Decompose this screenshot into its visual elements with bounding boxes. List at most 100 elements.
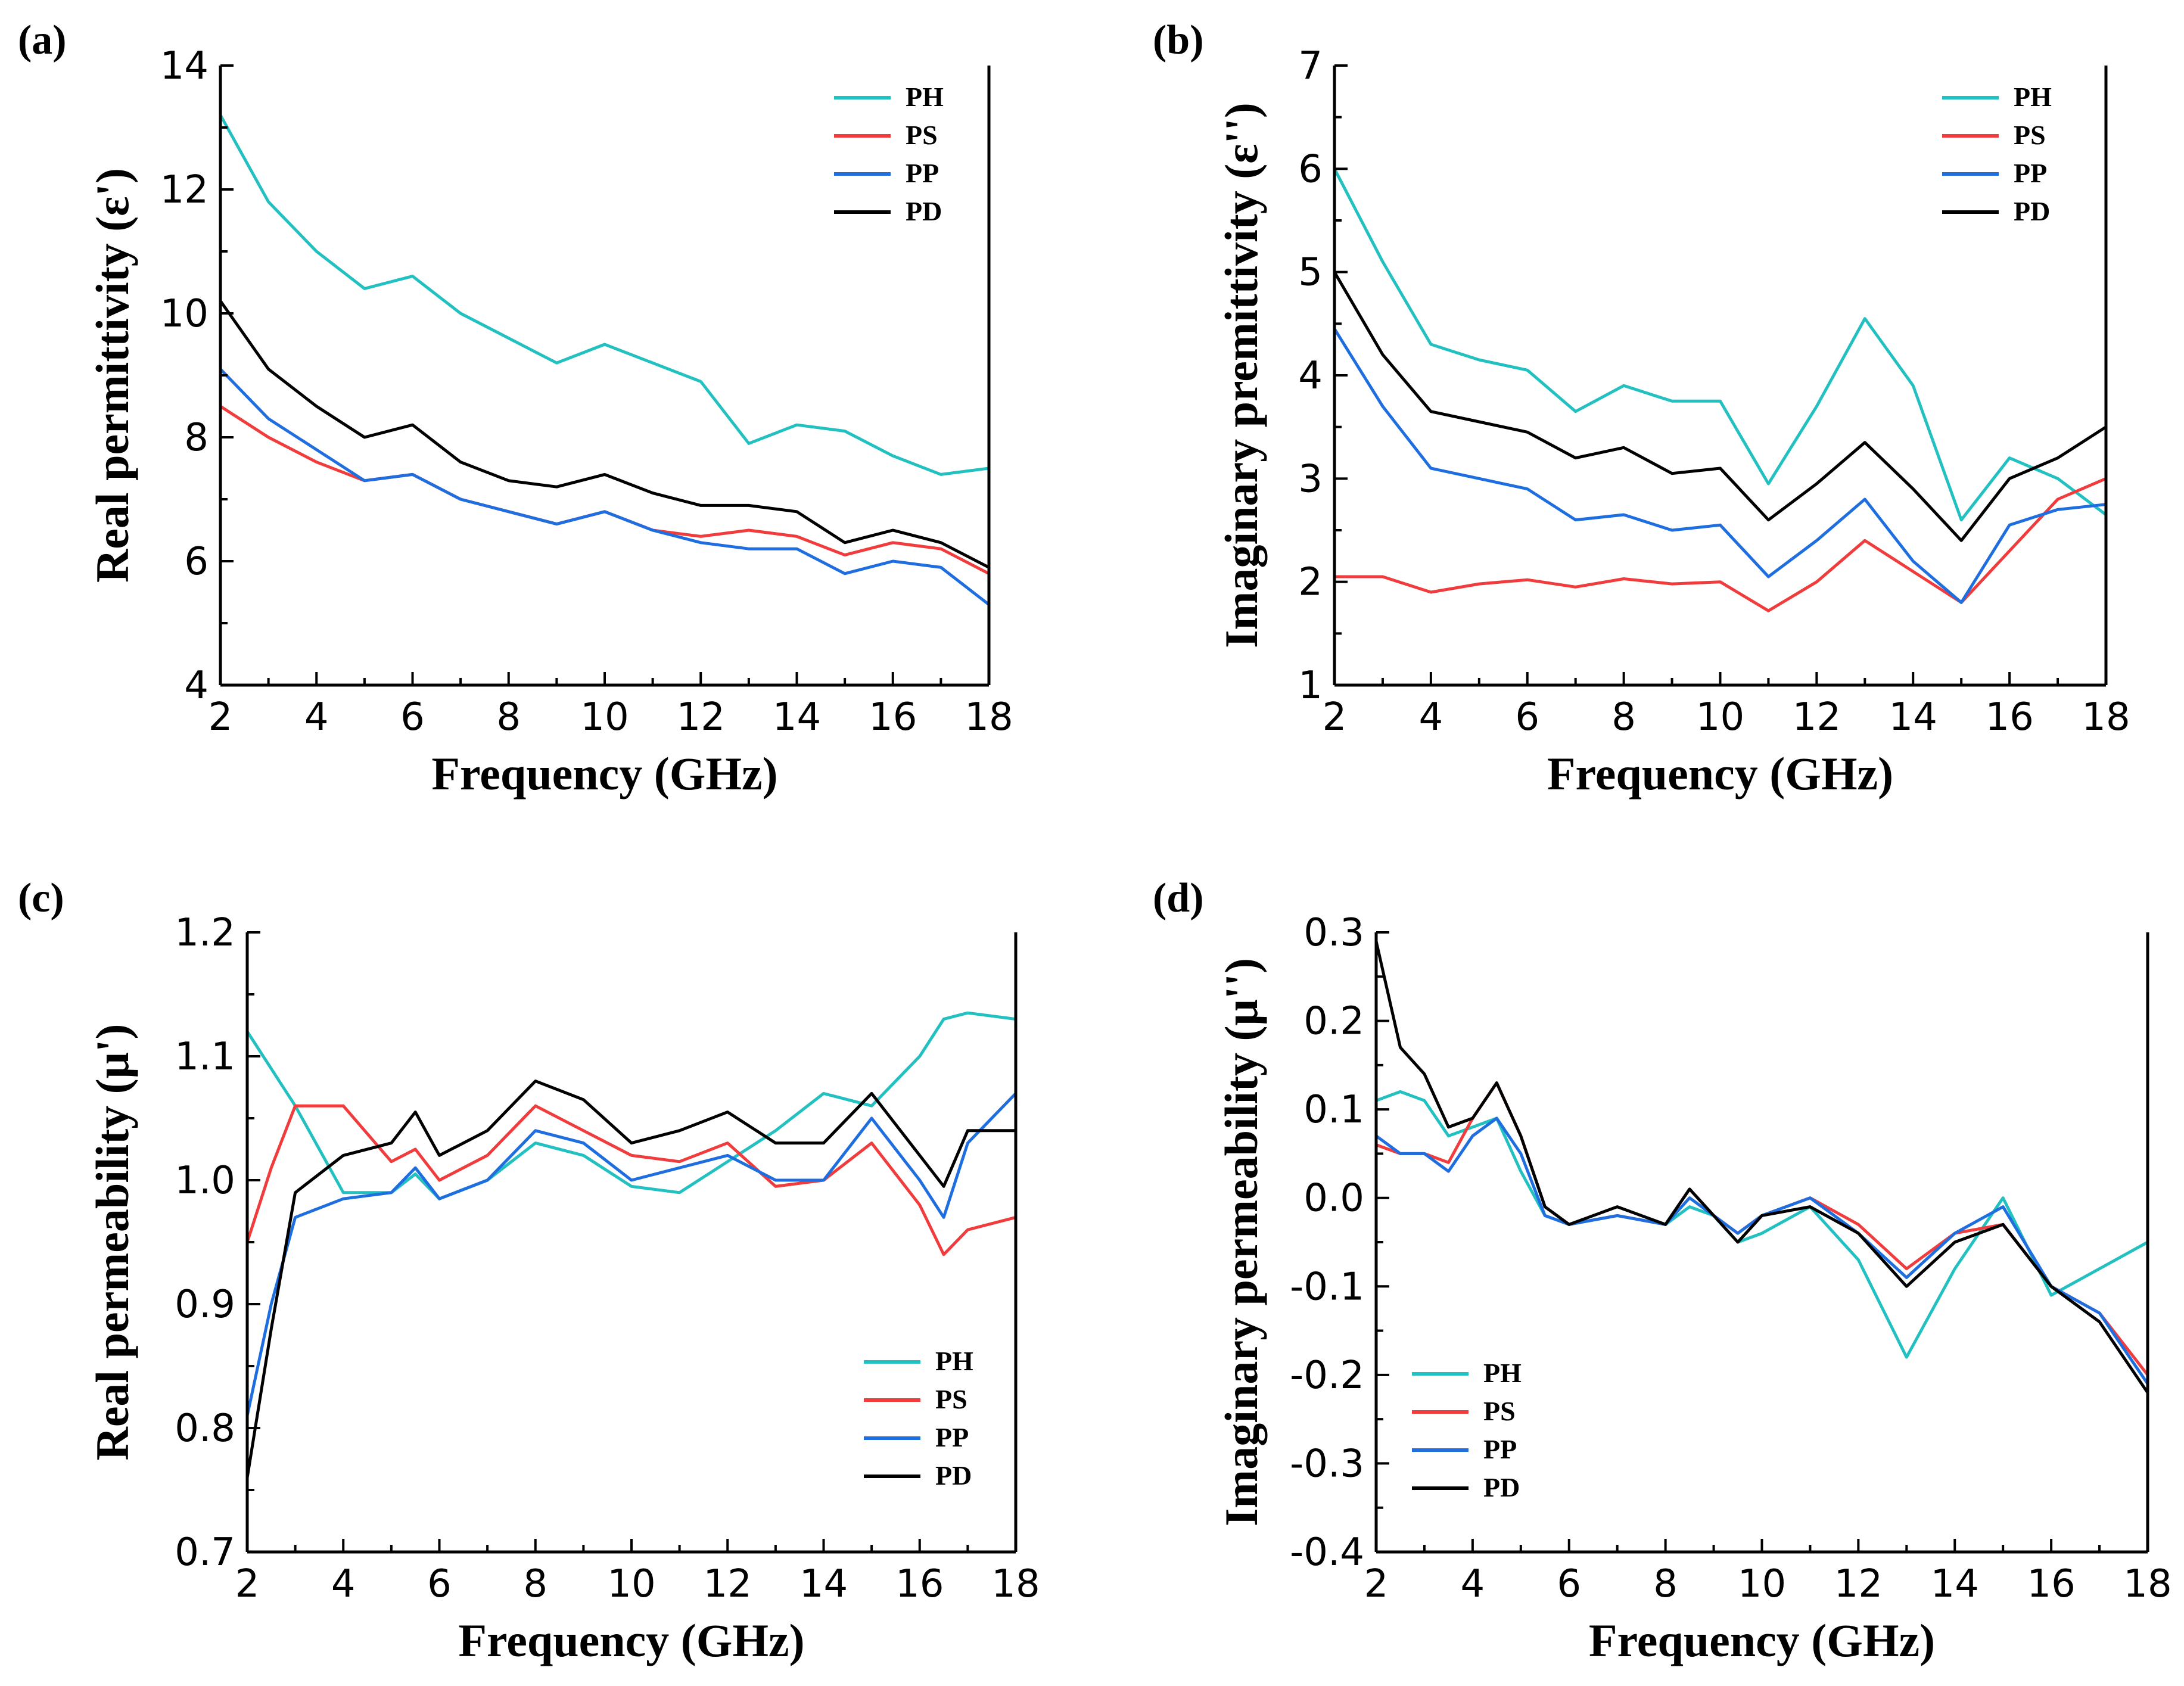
y-tick-label: 12: [160, 168, 209, 212]
legend-label-pd: PD: [935, 1460, 972, 1491]
series-line-pd: [1374, 940, 2149, 1395]
x-tick-label: 6: [427, 1562, 452, 1606]
y-tick-label: 0.9: [175, 1283, 235, 1327]
x-tick-label: 12: [677, 695, 725, 739]
panel-label: (a): [18, 17, 67, 63]
x-tick-label: 2: [209, 695, 233, 739]
series-line-ps: [245, 1104, 1018, 1256]
x-axis-title: Frequency (GHz): [458, 1615, 804, 1666]
y-tick-label: 1.0: [175, 1159, 235, 1203]
x-tick-label: 8: [496, 695, 521, 739]
x-tick-label: 10: [580, 695, 629, 739]
legend-label-pp: PP: [1483, 1434, 1517, 1464]
x-tick-label: 16: [2027, 1562, 2075, 1606]
x-axis-title: Frequency (GHz): [1547, 748, 1893, 800]
series-line-pp: [245, 1091, 1018, 1417]
y-tick-label: -0.3: [1290, 1442, 1364, 1486]
x-tick-label: 2: [1323, 695, 1347, 739]
x-tick-label: 6: [1557, 1562, 1581, 1606]
y-axis-title: Imaginary premittivity (ε''): [1215, 102, 1267, 648]
y-tick-label: 0.0: [1303, 1177, 1364, 1221]
x-tick-label: 18: [965, 695, 1013, 739]
x-axis-title: Frequency (GHz): [1589, 1615, 1935, 1666]
x-tick-label: 8: [1653, 1562, 1678, 1606]
x-tick-label: 12: [704, 1562, 752, 1606]
series-line-ph: [219, 113, 991, 476]
legend-label-ph: PH: [2014, 82, 2052, 112]
legend-label-pd: PD: [2014, 196, 2050, 226]
legend: PH PS PP PD: [864, 1346, 973, 1491]
legend-label-ps: PS: [1483, 1396, 1516, 1426]
x-tick-label: 4: [304, 695, 329, 739]
legend: PH PS PP PD: [834, 82, 944, 226]
series-line-ps: [219, 405, 991, 576]
y-tick-label: -0.4: [1290, 1531, 1364, 1575]
x-tick-label: 10: [1696, 695, 1744, 739]
y-tick-label: 1.1: [175, 1035, 235, 1079]
x-tick-label: 8: [523, 1562, 547, 1606]
x-tick-label: 18: [2123, 1562, 2171, 1606]
y-tick-label: 10: [160, 292, 209, 336]
panel-label: (d): [1153, 875, 1204, 921]
y-tick-label: 0.2: [1303, 1000, 1364, 1044]
y-tick-label: 2: [1298, 561, 1323, 605]
x-tick-label: 4: [1461, 1562, 1485, 1606]
x-axis-title: Frequency (GHz): [431, 748, 777, 800]
x-tick-label: 16: [895, 1562, 944, 1606]
x-tick-label: 12: [1834, 1562, 1883, 1606]
legend-label-ps: PS: [906, 120, 938, 150]
y-axis-title: Real permeability (μ'): [86, 1024, 138, 1460]
legend-label-ps: PS: [935, 1384, 967, 1414]
y-axis-title: Real permittivity (ε'): [86, 168, 138, 583]
x-tick-label: 2: [1364, 1562, 1389, 1606]
x-tick-label: 8: [1611, 695, 1636, 739]
y-tick-label: 3: [1298, 457, 1323, 501]
y-tick-label: 0.8: [175, 1407, 235, 1451]
y-tick-label: 0.7: [175, 1531, 235, 1575]
panel-label: (b): [1153, 17, 1204, 63]
series-line-pd: [219, 299, 991, 569]
legend-label-pp: PP: [2014, 158, 2047, 188]
x-tick-label: 14: [799, 1562, 848, 1606]
y-tick-label: 1.2: [175, 911, 235, 955]
y-tick-label: 7: [1298, 44, 1323, 88]
y-tick-label: 8: [184, 416, 209, 460]
y-tick-label: -0.2: [1290, 1354, 1364, 1398]
y-axis-title: Imaginary permeability (μ''): [1215, 958, 1267, 1526]
x-tick-label: 6: [1515, 695, 1539, 739]
x-tick-label: 14: [1889, 695, 1937, 739]
x-tick-label: 16: [869, 695, 917, 739]
x-tick-label: 14: [773, 695, 821, 739]
legend-label-pd: PD: [906, 196, 942, 226]
series-line-pd: [1333, 270, 2108, 542]
x-tick-label: 18: [2082, 695, 2130, 739]
y-tick-label: -0.1: [1290, 1265, 1364, 1309]
x-tick-label: 16: [1985, 695, 2033, 739]
y-tick-label: 1: [1298, 664, 1323, 708]
x-tick-label: 10: [1738, 1562, 1786, 1606]
y-tick-label: 4: [1298, 354, 1323, 398]
y-tick-label: 6: [1298, 147, 1323, 191]
legend-label-ph: PH: [1483, 1358, 1522, 1388]
y-tick-label: 0.3: [1303, 911, 1364, 955]
chart-real-permeability: (c) 2 4 6 8 10 12 14 16 18 0.7 0.8 0.9 1.0 1.1 1.2 Frequ…: [18, 875, 1040, 1666]
chart-imaginary-permeability: (d) 2 4 6 8 10 12 14 16 18 -0.4 -0.3 -0.2 -0.1 0.0 0.1 0…: [1153, 875, 2172, 1666]
x-tick-label: 6: [400, 695, 425, 739]
y-tick-label: 5: [1298, 251, 1323, 295]
series-line-ph: [245, 1011, 1018, 1200]
series-line-pp: [219, 368, 991, 606]
x-tick-label: 10: [607, 1562, 655, 1606]
series-line-pp: [1374, 1116, 2149, 1386]
y-tick-label: 0.1: [1303, 1088, 1364, 1132]
legend-label-pp: PP: [906, 158, 939, 188]
series-line-ps: [1333, 477, 2108, 612]
legend-label-ph: PH: [935, 1346, 973, 1376]
x-tick-label: 4: [331, 1562, 356, 1606]
legend-label-pp: PP: [935, 1422, 969, 1452]
series-line-ph: [1374, 1090, 2149, 1359]
legend-label-pd: PD: [1483, 1472, 1520, 1503]
x-tick-label: 18: [991, 1562, 1040, 1606]
series-line-pd: [245, 1080, 1018, 1479]
